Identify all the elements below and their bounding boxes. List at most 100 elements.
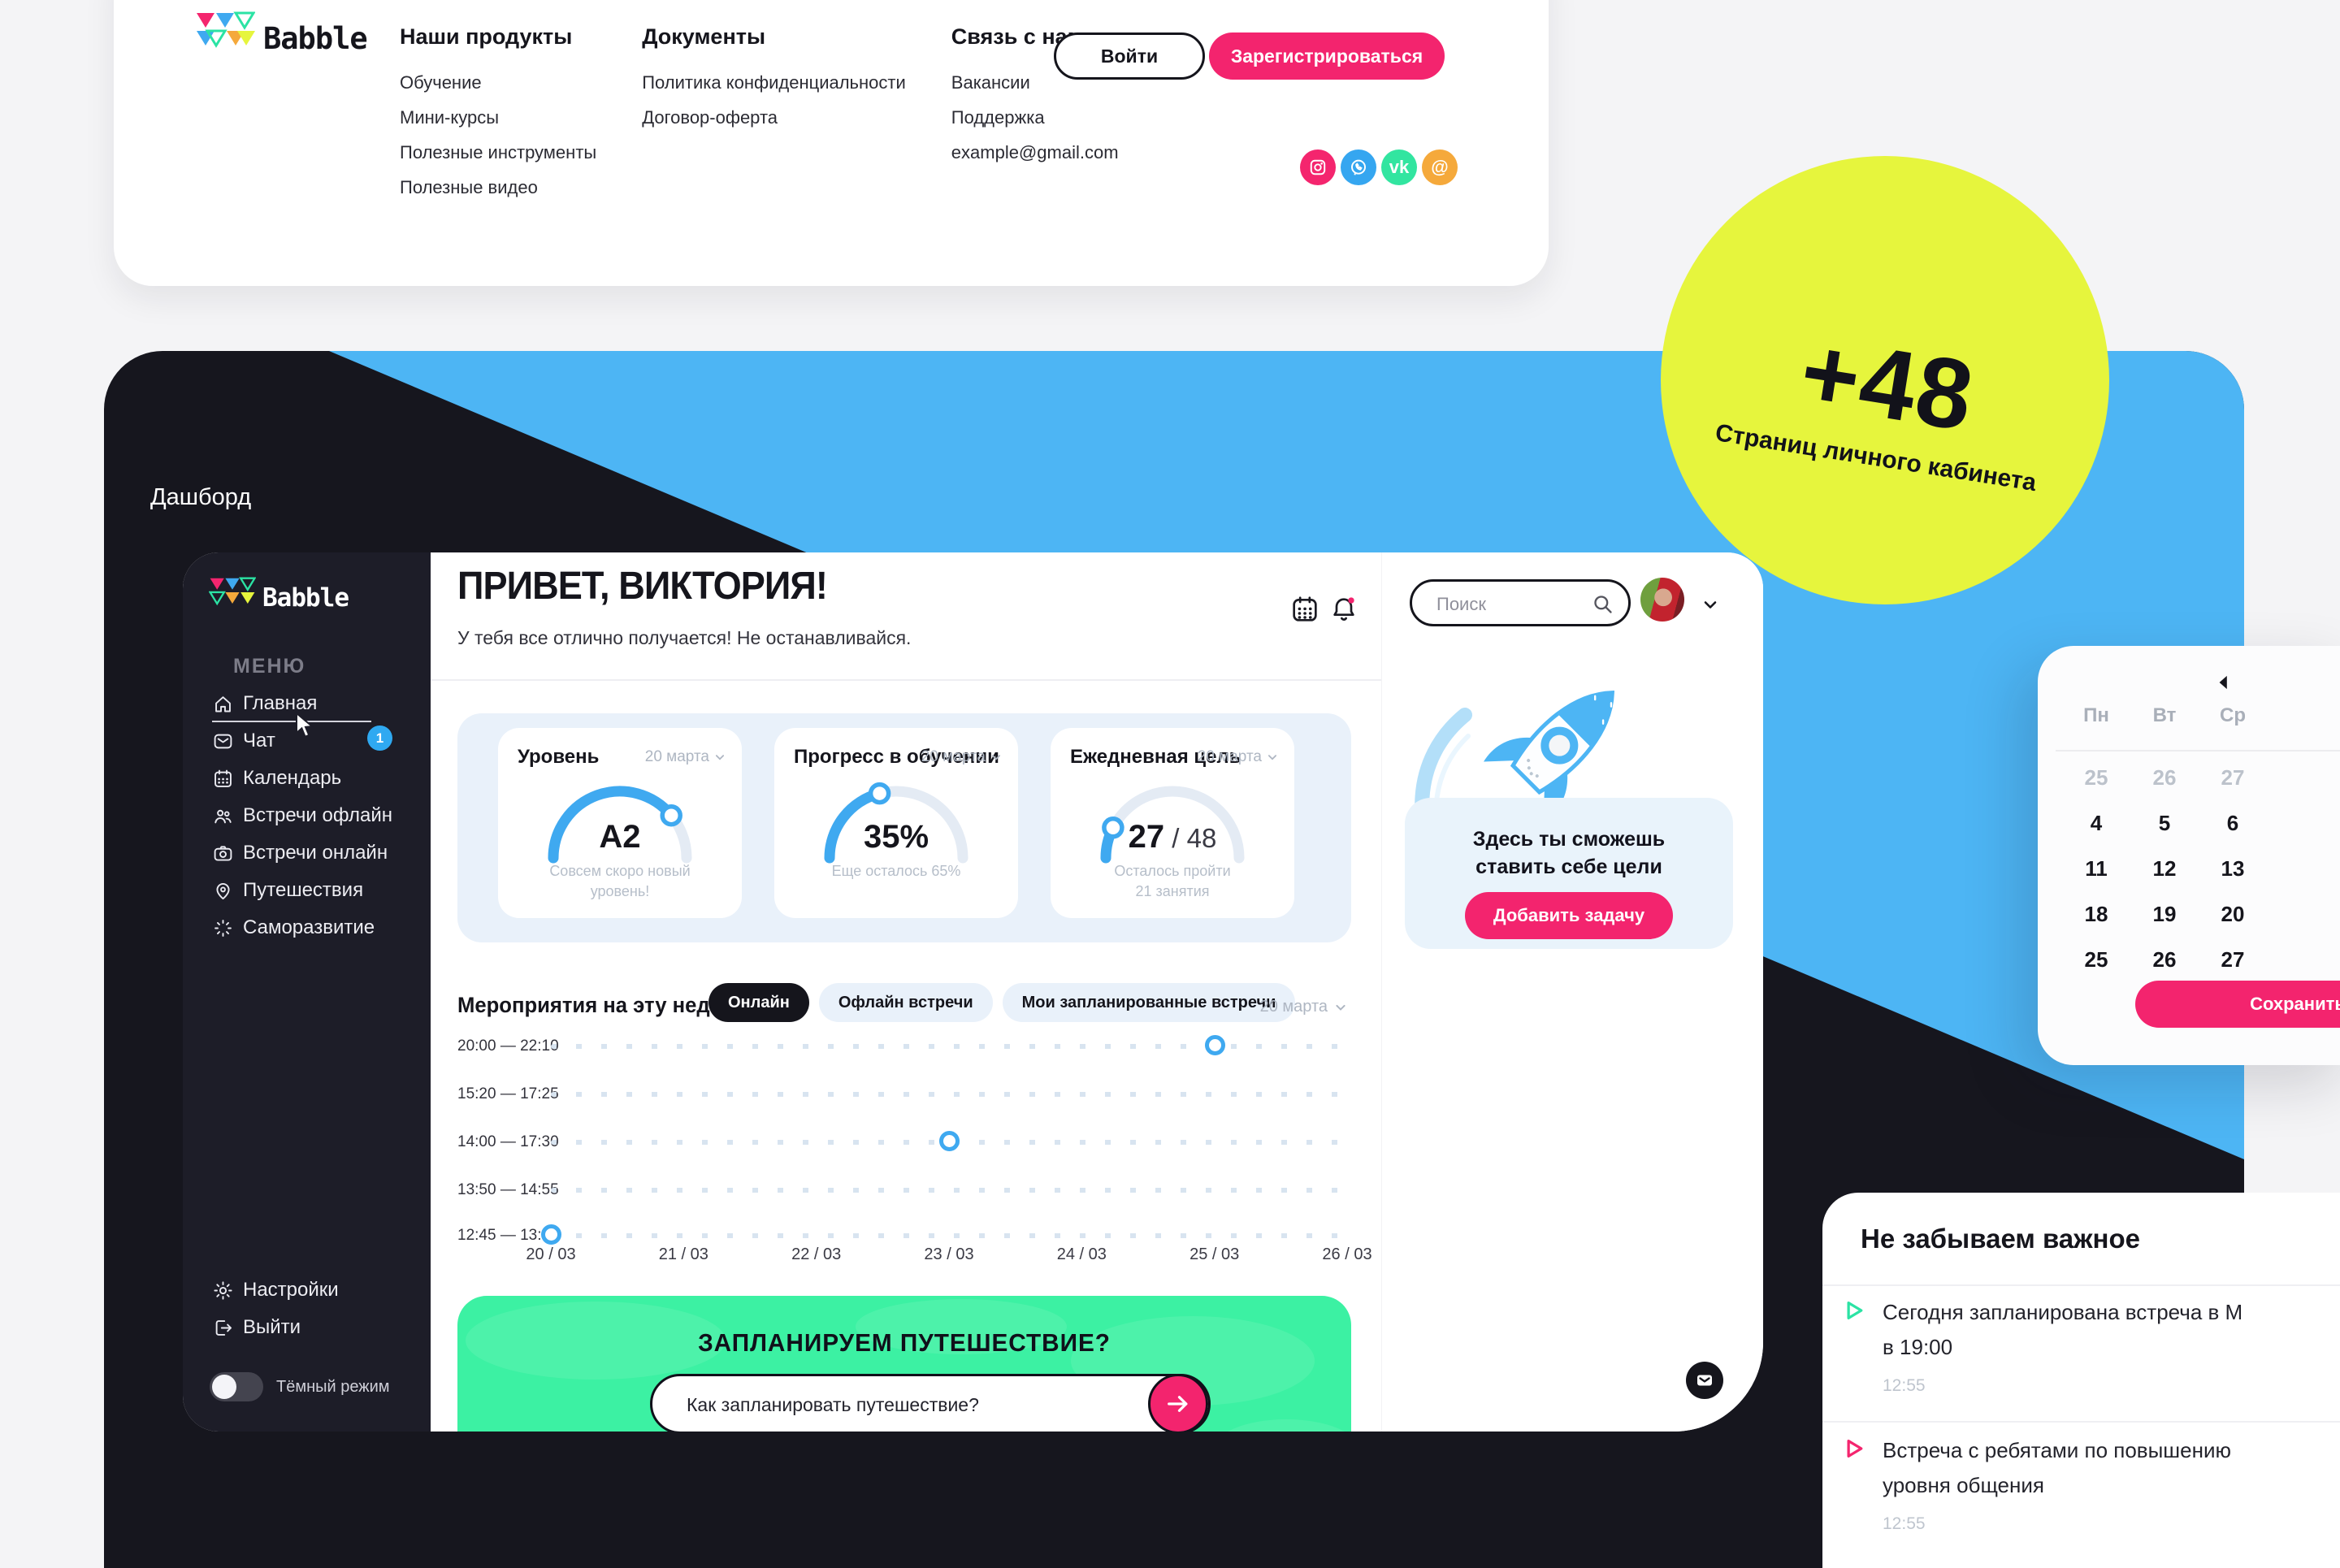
travel-question-input[interactable] [685, 1381, 1127, 1428]
bell-icon[interactable] [1328, 593, 1360, 626]
greeting-title: ПРИВЕТ, ВИКТОРИЯ! [457, 565, 828, 608]
calendar-day-header: Вт [2152, 704, 2177, 726]
chevron-down-icon [991, 755, 1001, 760]
events-tab-офлайн-встречи[interactable]: Офлайн встречи [818, 983, 993, 1022]
calendar-date-cell[interactable]: 25 [2084, 765, 2108, 790]
instagram-icon[interactable] [1300, 149, 1336, 185]
sidebar-item-календарь[interactable]: Календарь [183, 760, 431, 797]
sidebar-item-чат[interactable]: Чат [183, 722, 431, 760]
event-track [551, 1233, 1347, 1238]
event-track [551, 1092, 1347, 1097]
calendar-date-cell[interactable]: 26 [2152, 946, 2177, 972]
sidebar-item-label: Встречи онлайн [243, 842, 388, 864]
calendar-week-row: 25 26 27 [2062, 755, 2267, 800]
event-row-2: 14:00 — 17:30 [457, 1131, 1351, 1151]
event-marker[interactable] [541, 1224, 561, 1245]
nav-link[interactable]: Обучение [400, 72, 482, 93]
calendar-prev-arrow-icon[interactable] [2213, 672, 2234, 693]
sidebar-item-путешествия[interactable]: Путешествия [183, 872, 431, 909]
register-button[interactable]: Зарегистрироваться [1209, 32, 1445, 80]
sidebar-item-саморазвитие[interactable]: Саморазвитие [183, 909, 431, 946]
stat-date-dropdown[interactable]: 20 марта [921, 748, 1003, 766]
calendar-date-cell[interactable]: 19 [2152, 901, 2177, 926]
pages-count-badge: +48 Страниц личного кабинета [1661, 156, 2109, 604]
avatar[interactable] [1640, 578, 1684, 622]
calendar-date-cell[interactable]: 13 [2221, 855, 2245, 881]
calendar-date-cell[interactable]: 27 [2221, 946, 2245, 972]
calendar-date-cell[interactable]: 20 [2221, 901, 2245, 926]
stat-date-dropdown[interactable]: 20 марта [645, 748, 727, 766]
dashboard-window: Babble МЕНЮ Главная Чат Календарь Встречи о… [183, 552, 1763, 1432]
sidebar-item-настройки[interactable]: Настройки [183, 1271, 431, 1309]
reminders-card: Не забываем важное Сегодня запланирована… [1822, 1193, 2340, 1568]
login-button[interactable]: Войти [1054, 32, 1205, 80]
calendar-date-cell[interactable]: 6 [2226, 810, 2239, 835]
stats-panel: Уровень 20 марта A2 Совсем скоро новый урове… [457, 713, 1351, 942]
calendar-date-cell[interactable]: 12 [2152, 855, 2177, 881]
sidebar-logo[interactable]: Babble [209, 577, 349, 619]
nav-link[interactable]: Поддержка [951, 107, 1045, 128]
sidebar-item-главная[interactable]: Главная [183, 685, 431, 722]
nav-link[interactable]: Договор-оферта [642, 107, 778, 128]
search-input[interactable] [1435, 586, 1576, 623]
stat-date-dropdown[interactable]: 20 марта [1198, 748, 1280, 766]
babble-logo[interactable]: Babble [195, 11, 368, 65]
event-marker[interactable] [939, 1131, 960, 1151]
sidebar-item-label: Выйти [243, 1316, 301, 1338]
calendar-save-button[interactable]: Сохранить [2135, 981, 2340, 1028]
search-icon[interactable] [1591, 592, 1614, 615]
profile-chevron-down-icon[interactable] [1701, 595, 1720, 614]
calendar-date-cell[interactable]: 5 [2158, 810, 2171, 835]
event-marker[interactable] [1204, 1035, 1225, 1055]
event-track [551, 1188, 1347, 1193]
nav-link[interactable]: Полезные видео [400, 177, 538, 197]
sidebar-item-label: Календарь [243, 767, 342, 789]
sidebar-item-встречи-офлайн[interactable]: Встречи офлайн [183, 797, 431, 834]
calendar-date-cell[interactable]: 11 [2085, 855, 2108, 881]
stat-caption: Еще осталось 65% [831, 863, 961, 879]
dark-mode-label: Тёмный режим [276, 1377, 390, 1396]
at-icon[interactable]: @ [1422, 149, 1458, 185]
calendar-date-cell[interactable]: 18 [2084, 901, 2108, 926]
calendar-date-cell[interactable]: 27 [2221, 765, 2245, 790]
event-row-4: 12:45 — 13:30 [457, 1224, 1351, 1245]
vk-icon[interactable]: vk [1381, 149, 1417, 185]
nav-link[interactable]: Полезные инструменты [400, 142, 597, 162]
events-tab-онлайн[interactable]: Онлайн [708, 983, 809, 1022]
calendar-week-row: 4 5 6 [2062, 800, 2267, 846]
reminder-item-1[interactable]: Встреча с ребятами по повышению уровня об… [1822, 1433, 2340, 1555]
travel-input-wrap [650, 1374, 1211, 1432]
calendar-date-cell[interactable]: 25 [2084, 946, 2108, 972]
nav-link[interactable]: Вакансии [951, 72, 1030, 93]
nav-link[interactable]: Политика конфиденциальности [642, 72, 906, 93]
mouse-cursor-icon [296, 712, 314, 739]
sidebar-item-встречи-онлайн[interactable]: Встречи онлайн [183, 834, 431, 872]
goals-card: Здесь ты сможешь ставить себе цели Добави… [1405, 798, 1733, 949]
events-tab-мои-запланированные-встречи[interactable]: Мои запланированные встречи [1002, 983, 1296, 1022]
reminder-text: Встреча с ребятами по повышению уровня об… [1883, 1438, 2231, 1497]
events-date-filter[interactable]: 20 марта [1260, 998, 1349, 1016]
reminder-time: 12:55 [1883, 1376, 1926, 1395]
calendar-day-header: Пн [2083, 704, 2109, 726]
add-task-button[interactable]: Добавить задачу [1465, 892, 1673, 939]
event-track [551, 1044, 1347, 1049]
gear-icon [214, 1280, 232, 1300]
reminders-divider [1822, 1284, 2340, 1286]
play-triangle-icon [1842, 1436, 1866, 1461]
travel-submit-button[interactable] [1148, 1374, 1208, 1432]
whatsapp-icon[interactable] [1341, 149, 1376, 185]
sidebar-active-underline [212, 721, 371, 722]
event-date-label: 26 / 03 [1322, 1245, 1372, 1263]
stat-card-2: Ежедневная цель 20 марта 27 / 48 Осталось п… [1051, 728, 1294, 918]
nav-link[interactable]: example@gmail.com [951, 142, 1119, 162]
calendar-date-cell[interactable]: 26 [2152, 765, 2177, 790]
messages-fab-button[interactable] [1686, 1362, 1723, 1399]
nav-link[interactable]: Мини-курсы [400, 107, 500, 128]
stat-value: A2 [599, 819, 641, 855]
calendar-date-cell[interactable]: 4 [2090, 810, 2103, 835]
sidebar-item-выйти[interactable]: Выйти [183, 1309, 431, 1346]
dark-mode-toggle[interactable] [210, 1372, 263, 1401]
calendar-header-icon[interactable] [1289, 593, 1321, 626]
